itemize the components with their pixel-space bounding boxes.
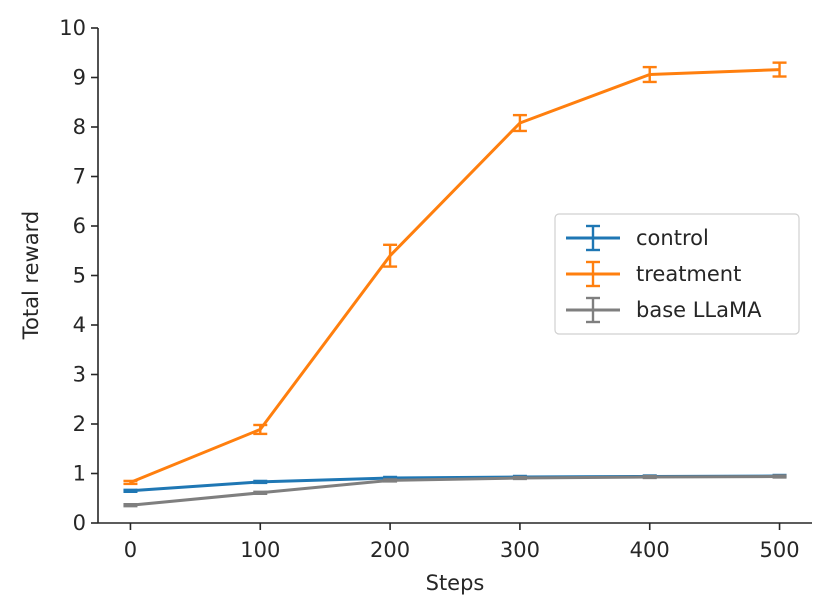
x-axis-title: Steps	[426, 571, 485, 595]
error-bar	[772, 61, 787, 78]
error-bar	[772, 474, 787, 479]
legend-label: base LLaMA	[636, 298, 762, 322]
error-bar	[383, 243, 398, 268]
y-tick-label: 5	[73, 264, 86, 288]
series-line	[129, 68, 780, 484]
legend-item: base LLaMA	[566, 296, 762, 324]
y-axis-title: Total reward	[19, 211, 43, 340]
error-bar	[512, 113, 527, 133]
error-bar	[642, 474, 657, 480]
series-treatment	[123, 61, 787, 486]
error-bar	[253, 490, 268, 495]
series-line	[130, 475, 780, 507]
y-tick-label: 1	[73, 462, 86, 486]
x-tick-label: 300	[500, 538, 540, 562]
y-tick-label: 4	[73, 313, 86, 337]
error-bar	[123, 479, 138, 486]
error-bar	[512, 475, 527, 481]
error-bar	[123, 502, 138, 508]
error-bar	[123, 488, 138, 494]
x-tick-label: 500	[759, 538, 799, 562]
y-tick-label: 8	[73, 115, 86, 139]
series-layer	[123, 61, 787, 508]
error-bar	[253, 479, 268, 485]
legend-label: control	[636, 226, 709, 250]
x-tick-label: 200	[370, 538, 410, 562]
legend-item: treatment	[566, 260, 741, 288]
legend: control treatment base LLaMA	[554, 213, 800, 335]
y-tick-label: 6	[73, 214, 86, 238]
y-tick-label: 9	[73, 66, 86, 90]
error-bar	[383, 478, 398, 483]
x-tick-label: 100	[240, 538, 280, 562]
y-tick-label: 3	[73, 363, 86, 387]
legend-item: control	[566, 224, 709, 252]
y-tick-label: 10	[59, 16, 86, 40]
x-tick-label: 400	[630, 538, 670, 562]
y-tick-label: 7	[73, 165, 86, 189]
error-bar	[642, 65, 657, 84]
y-tick-label: 2	[73, 412, 86, 436]
legend-label: treatment	[636, 262, 741, 286]
series-base-llama	[123, 474, 787, 508]
error-bar	[253, 423, 268, 436]
x-tick-label: 0	[124, 538, 137, 562]
legend-box	[554, 213, 800, 335]
y-tick-label: 0	[73, 511, 86, 535]
